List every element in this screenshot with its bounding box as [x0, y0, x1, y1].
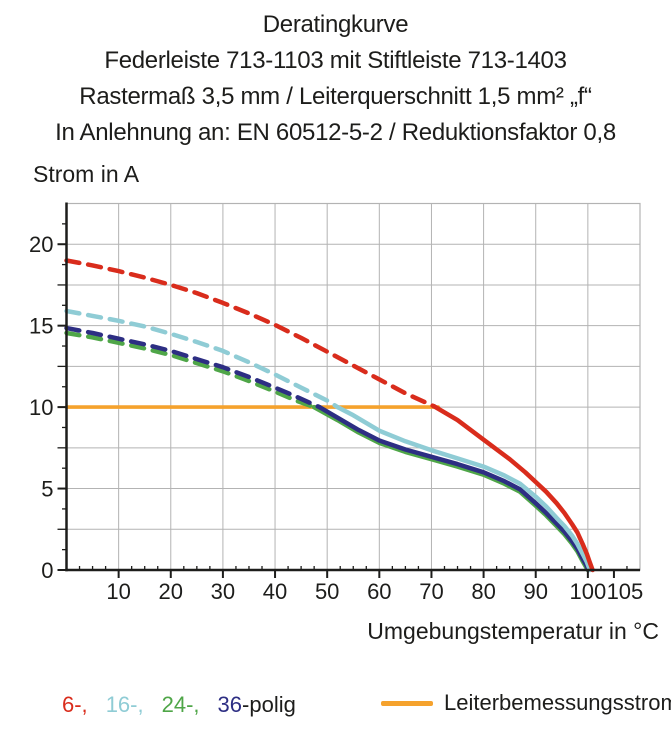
series-36-polig	[64, 325, 591, 573]
gridlines	[66, 203, 640, 570]
x-tick-label-50: 50	[315, 579, 339, 604]
y-axis-title: Strom in A	[33, 161, 140, 187]
legend-item-24-polig: 24-,	[161, 692, 200, 717]
x-tick-label-20: 20	[159, 579, 183, 604]
rated-current-label: Leiterbemessungsstrom	[444, 690, 671, 715]
legend: 6-, 16-, 24-, 36 -polig Leiterbemessungs…	[0, 690, 671, 722]
x-tick-label-40: 40	[263, 579, 287, 604]
x-tick-label-90: 90	[523, 579, 547, 604]
axis-tick-labels: 10 20 30 40 50 60 70 80 90 100 105 0 5 10 15 20	[29, 232, 643, 604]
y-tick-label-10: 10	[29, 395, 53, 420]
series-16-polig-dashed-segment	[64, 308, 340, 410]
x-tick-label-70: 70	[419, 579, 443, 604]
title-block: Deratingkurve Federleiste 713-1103 mit S…	[0, 7, 671, 151]
x-tick-label-80: 80	[471, 579, 495, 604]
y-tick-label-20: 20	[29, 232, 53, 257]
series-36-polig-dashed-segment	[64, 325, 322, 410]
chart-title-line-4: In Anlehnung an: EN 60512-5-2 / Reduktio…	[55, 119, 616, 146]
series-6-polig	[64, 258, 595, 573]
legend-rated-current: Leiterbemessungsstrom	[381, 690, 671, 716]
x-tick-label-10: 10	[106, 579, 130, 604]
series-24-polig-dashed-segment	[64, 330, 317, 410]
series-16-polig	[64, 308, 593, 573]
plot-area: 10 20 30 40 50 60 70 80 90 100 105 0 5 10 15 20	[29, 202, 643, 604]
x-tick-label-60: 60	[367, 579, 391, 604]
legend-pole-counts: 6-, 16-, 24-, 36 -polig	[62, 692, 296, 718]
rated-current-line-swatch	[381, 700, 433, 706]
series-6-polig-dashed-segment	[64, 258, 437, 409]
chart-title-line-1: Deratingkurve	[262, 11, 409, 38]
axis-ticks	[57, 223, 628, 578]
series-16-polig-solid-segment	[335, 404, 593, 573]
x-tick-label-30: 30	[211, 579, 235, 604]
chart-title-line-2: Federleiste 713-1103 mit Stiftleiste 713…	[104, 47, 567, 74]
legend-item-16-polig: 16-,	[105, 692, 144, 717]
x-axis-title: Umgebungstemperatur in °C	[367, 618, 659, 644]
x-tick-label-100: 100	[570, 579, 607, 604]
y-tick-label-0: 0	[41, 558, 53, 583]
y-tick-label-5: 5	[41, 477, 53, 502]
legend-polig-suffix: -polig	[242, 692, 296, 717]
chart-title-line-3: Rastermaß 3,5 mm / Leiterquerschnitt 1,5…	[79, 83, 592, 110]
y-tick-label-15: 15	[29, 314, 53, 339]
x-tick-label-105: 105	[607, 579, 644, 604]
legend-item-36-polig: 36	[217, 692, 243, 717]
series-36-polig-solid-segment	[317, 404, 591, 573]
legend-item-6-polig: 6-,	[62, 692, 88, 717]
series-6-polig-solid-segment	[431, 404, 595, 573]
